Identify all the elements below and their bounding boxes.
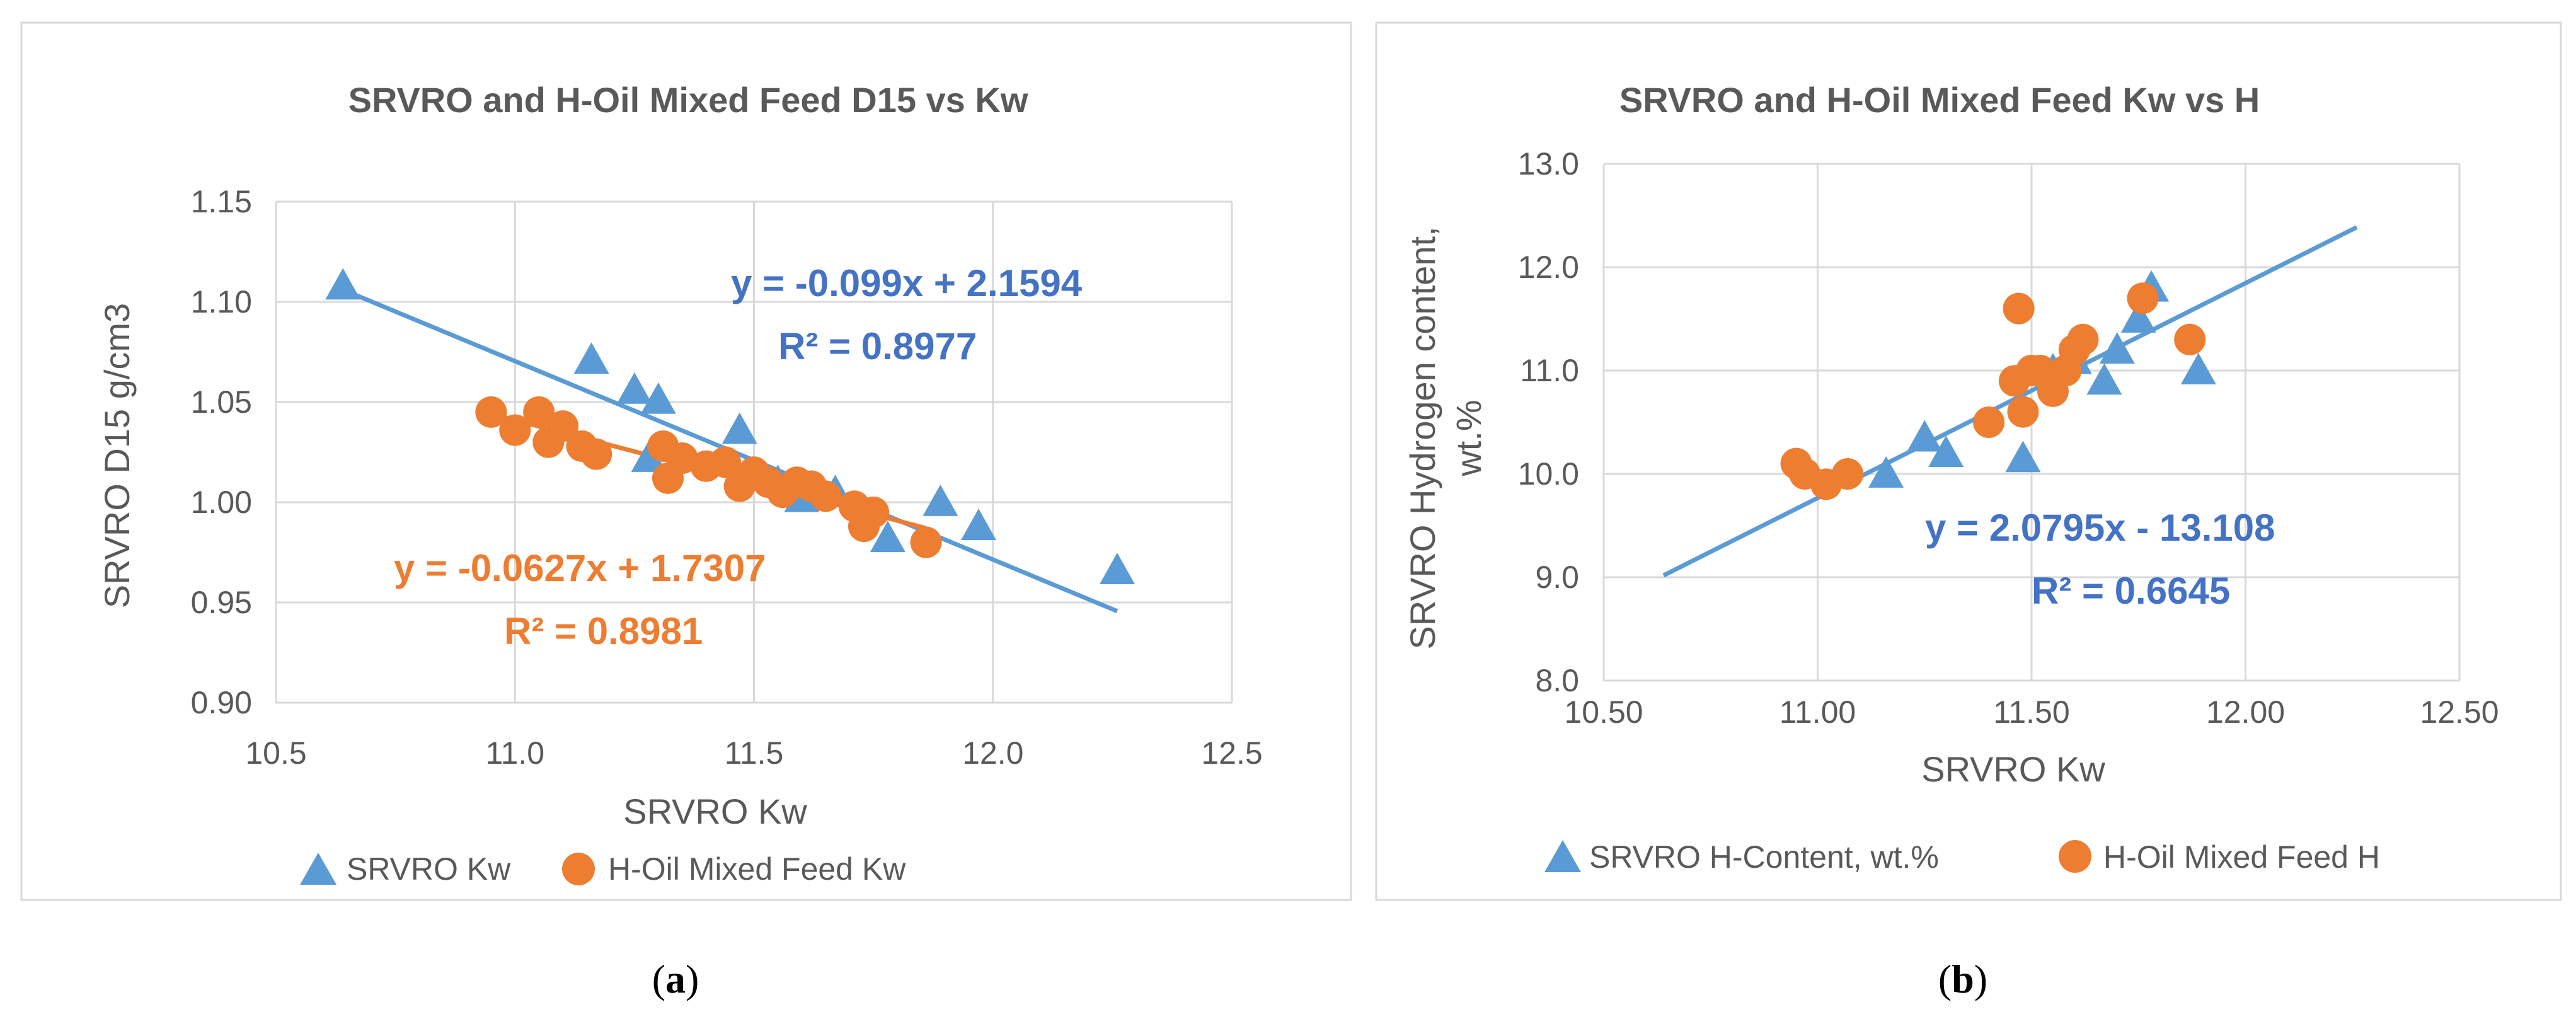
data-point-triangle bbox=[1928, 435, 1964, 468]
chart-b-y-axis-label-line1: SRVRO Hydrogen content, bbox=[1403, 226, 1442, 649]
data-point-circle bbox=[2003, 292, 2035, 325]
chart-b-border bbox=[1375, 21, 2562, 901]
y-tick-label: 1.10 bbox=[191, 284, 252, 320]
data-point-triangle bbox=[2086, 363, 2122, 395]
legend-item-hoil-kw: H-Oil Mixed Feed Kw bbox=[608, 851, 906, 887]
legend-item-srvro-kw: SRVRO Kw bbox=[347, 851, 511, 887]
data-point-circle bbox=[858, 496, 890, 528]
data-point-circle bbox=[499, 414, 531, 446]
data-point-circle bbox=[810, 480, 842, 512]
data-point-circle bbox=[709, 446, 741, 478]
caption-b: (b) bbox=[1938, 957, 1987, 1001]
chart-b-legend: SRVRO H-Content, wt.% H-Oil Mixed Feed H bbox=[1544, 839, 2380, 875]
data-point-triangle bbox=[1907, 420, 1943, 452]
data-point-triangle bbox=[960, 509, 996, 540]
y-tick-label: 0.90 bbox=[191, 685, 252, 720]
chart-a-x-axis-label: SRVRO Kw bbox=[623, 792, 807, 831]
x-tick-label: 11.0 bbox=[485, 735, 544, 771]
data-point-circle bbox=[666, 442, 698, 475]
data-point-circle bbox=[2007, 396, 2039, 428]
chart-a-y-axis-label: SRVRO D15 g/cm3 bbox=[97, 303, 137, 608]
data-point-triangle bbox=[722, 412, 757, 444]
chart-a-legend: SRVRO Kw H-Oil Mixed Feed Kw bbox=[300, 851, 906, 887]
data-point-triangle bbox=[1099, 553, 1135, 584]
chart-b-y-ticks: 8.0 9.0 10.0 11.0 12.0 13.0 bbox=[1518, 146, 1579, 698]
y-tick-label: 1.15 bbox=[191, 184, 252, 219]
y-tick-label: 8.0 bbox=[1535, 663, 1579, 698]
data-point-triangle bbox=[2005, 440, 2041, 473]
chart-a-points bbox=[325, 268, 1135, 584]
chart-b-title: SRVRO and H-Oil Mixed Feed Kw vs H bbox=[1619, 80, 2260, 120]
x-tick-label: 11.5 bbox=[725, 735, 784, 771]
y-tick-label: 1.05 bbox=[191, 384, 252, 420]
data-point-circle bbox=[1832, 458, 1864, 490]
chart-b-svg: SRVRO and H-Oil Mixed Feed Kw vs H 8.0 9.… bbox=[1375, 21, 2562, 1001]
y-tick-label: 13.0 bbox=[1518, 146, 1579, 181]
chart-b-points bbox=[1780, 270, 2216, 500]
chart-a-title: SRVRO and H-Oil Mixed Feed D15 vs Kw bbox=[348, 80, 1028, 120]
chart-a-orange-r2: R² = 0.8981 bbox=[504, 610, 703, 652]
data-point-triangle bbox=[2180, 353, 2216, 384]
legend-triangle-marker bbox=[300, 853, 336, 885]
y-tick-label: 0.95 bbox=[191, 585, 252, 620]
chart-a-blue-r2: R² = 0.8977 bbox=[778, 325, 977, 367]
data-point-circle bbox=[547, 410, 579, 442]
data-point-triangle bbox=[870, 521, 906, 553]
data-point-triangle bbox=[1868, 456, 1904, 488]
data-point-circle bbox=[2127, 282, 2159, 314]
chart-a-y-ticks: 0.90 0.95 1.00 1.05 1.10 1.15 bbox=[191, 184, 252, 720]
legend-circle-marker bbox=[2059, 840, 2091, 873]
chart-a-x-ticks: 10.5 11.0 11.5 12.0 12.5 bbox=[245, 735, 1262, 771]
data-point-circle bbox=[2174, 323, 2206, 355]
chart-b-x-ticks: 10.50 11.00 11.50 12.00 12.50 bbox=[1564, 694, 2498, 730]
x-tick-label: 10.50 bbox=[1564, 694, 1643, 730]
data-point-circle bbox=[2067, 323, 2099, 355]
x-tick-label: 11.50 bbox=[1993, 694, 2069, 730]
data-point-triangle bbox=[2099, 332, 2135, 364]
x-tick-label: 12.5 bbox=[1201, 735, 1262, 771]
legend-item-srvro-h: SRVRO H-Content, wt.% bbox=[1589, 839, 1939, 875]
data-point-triangle bbox=[923, 485, 958, 516]
data-point-triangle bbox=[640, 382, 676, 414]
chart-panel-b: SRVRO and H-Oil Mixed Feed Kw vs H 8.0 9.… bbox=[1361, 0, 2576, 1019]
data-point-triangle bbox=[573, 342, 609, 374]
data-point-circle bbox=[523, 396, 555, 428]
data-point-triangle bbox=[2120, 301, 2156, 333]
trendline-blue bbox=[1662, 225, 2358, 578]
y-tick-label: 9.0 bbox=[1535, 560, 1579, 595]
chart-a-blue-equation: y = -0.099x + 2.1594 bbox=[731, 262, 1083, 304]
chart-b-blue-equation: y = 2.0795x - 13.108 bbox=[1925, 507, 2275, 549]
data-point-triangle bbox=[631, 440, 667, 472]
x-tick-label: 12.50 bbox=[2420, 694, 2498, 730]
chart-b-trendlines bbox=[1662, 225, 2358, 578]
data-point-circle bbox=[910, 526, 942, 558]
y-tick-label: 11.0 bbox=[1520, 353, 1579, 388]
chart-a-svg: SRVRO and H-Oil Mixed Feed D15 vs Kw 0.9… bbox=[20, 21, 1352, 1001]
y-tick-label: 1.00 bbox=[191, 485, 252, 520]
data-point-triangle bbox=[325, 268, 361, 300]
chart-a-gridlines bbox=[275, 200, 1233, 704]
x-tick-label: 12.00 bbox=[2206, 694, 2285, 730]
chart-a-orange-equation: y = -0.0627x + 1.7307 bbox=[394, 547, 766, 589]
x-tick-label: 10.5 bbox=[245, 735, 306, 771]
legend-circle-marker bbox=[562, 853, 595, 885]
chart-panel-a: SRVRO and H-Oil Mixed Feed D15 vs Kw 0.9… bbox=[20, 21, 1352, 1001]
y-tick-label: 10.0 bbox=[1518, 456, 1579, 492]
legend-item-hoil-h: H-Oil Mixed Feed H bbox=[2103, 839, 2380, 875]
y-tick-label: 12.0 bbox=[1518, 250, 1579, 285]
x-tick-label: 11.00 bbox=[1780, 694, 1856, 730]
data-point-circle bbox=[1973, 406, 2005, 438]
legend-triangle-marker bbox=[1544, 840, 1581, 872]
data-point-circle bbox=[475, 396, 507, 428]
data-point-triangle bbox=[616, 372, 652, 404]
caption-a: (a) bbox=[652, 957, 699, 1001]
data-point-circle bbox=[580, 438, 612, 470]
chart-b-y-axis-label-line2: wt.% bbox=[1449, 400, 1488, 476]
chart-b-blue-r2: R² = 0.6645 bbox=[2032, 570, 2230, 612]
x-tick-label: 12.0 bbox=[962, 735, 1023, 771]
chart-b-x-axis-label: SRVRO Kw bbox=[1921, 749, 2105, 789]
